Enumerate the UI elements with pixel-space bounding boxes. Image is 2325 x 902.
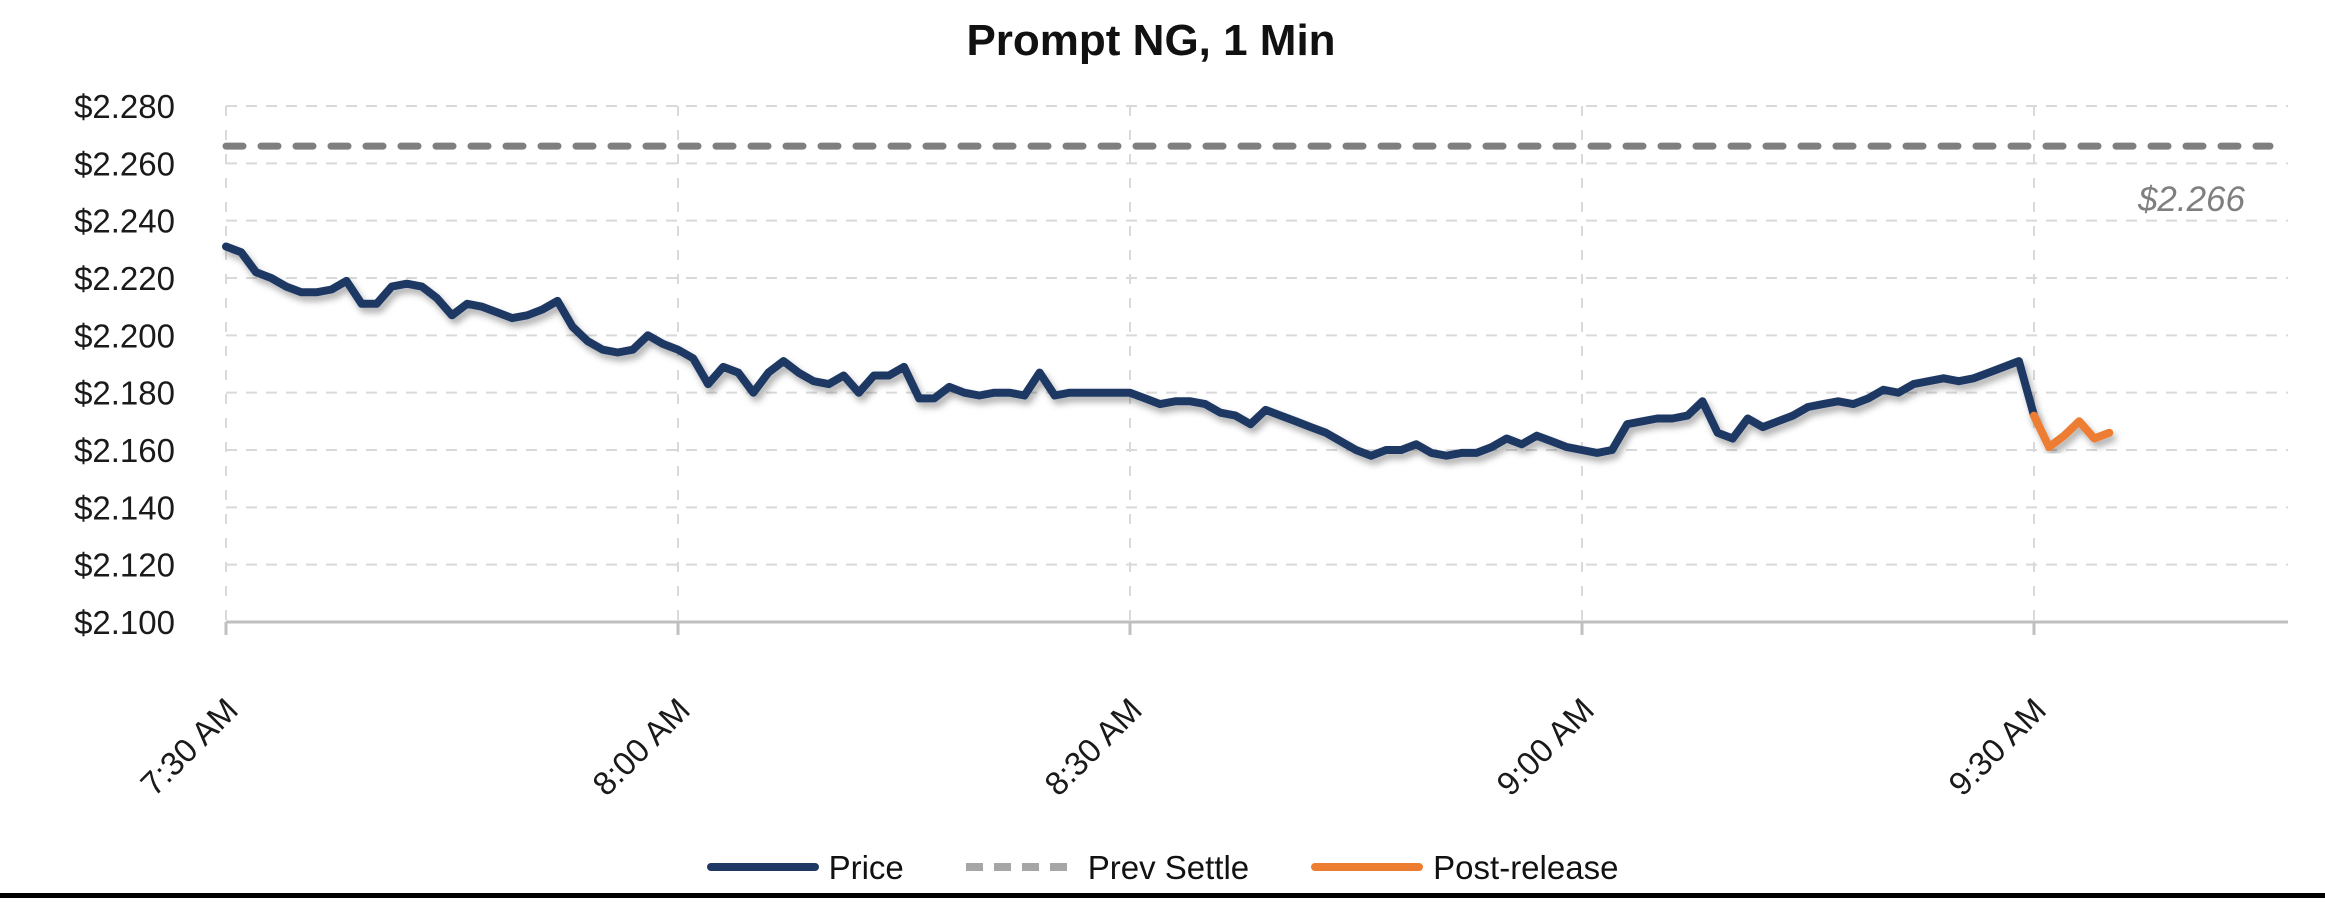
legend-label-price: Price [828, 848, 904, 886]
y-axis-label: $2.100 [74, 604, 175, 641]
x-axis-label: 9:30 AM [1941, 691, 2053, 803]
y-axis-label: $2.220 [74, 260, 175, 297]
post-release-line [2030, 411, 2114, 452]
y-axis-label: $2.180 [74, 375, 175, 412]
prev-settle-value-label: $2.266 [2137, 180, 2245, 219]
price-line [222, 242, 2038, 460]
x-axis-label: 8:30 AM [1037, 691, 1149, 803]
bottom-border [0, 893, 2325, 898]
y-axis-label: $2.140 [74, 489, 175, 526]
post-release-line-swatch [1311, 863, 1424, 871]
legend-item-post-release: Post-release [1311, 851, 1618, 884]
price-line-swatch [706, 863, 819, 871]
x-axis-label: 9:00 AM [1489, 691, 1601, 803]
legend-item-prev-settle: Prev Settle [965, 848, 1250, 886]
y-axis-label: $2.260 [74, 145, 175, 182]
legend: Price Prev Settle Post-release [0, 845, 2325, 889]
x-axis-label: 8:00 AM [585, 691, 697, 803]
y-axis-label: $2.160 [74, 432, 175, 469]
x-axis-label: 7:30 AM [133, 691, 245, 803]
prev-settle-line-swatch [965, 863, 1078, 871]
y-axis-label: $2.240 [74, 203, 175, 240]
y-axis-label: $2.200 [74, 317, 175, 354]
y-axis-label: $2.280 [74, 88, 175, 125]
chart-title: Prompt NG, 1 Min [966, 16, 1336, 65]
y-axis-label: $2.120 [74, 547, 175, 584]
legend-label-post-release: Post-release [1433, 848, 1619, 886]
legend-item-price: Price [706, 848, 904, 886]
legend-label-prev-settle: Prev Settle [1087, 848, 1250, 886]
